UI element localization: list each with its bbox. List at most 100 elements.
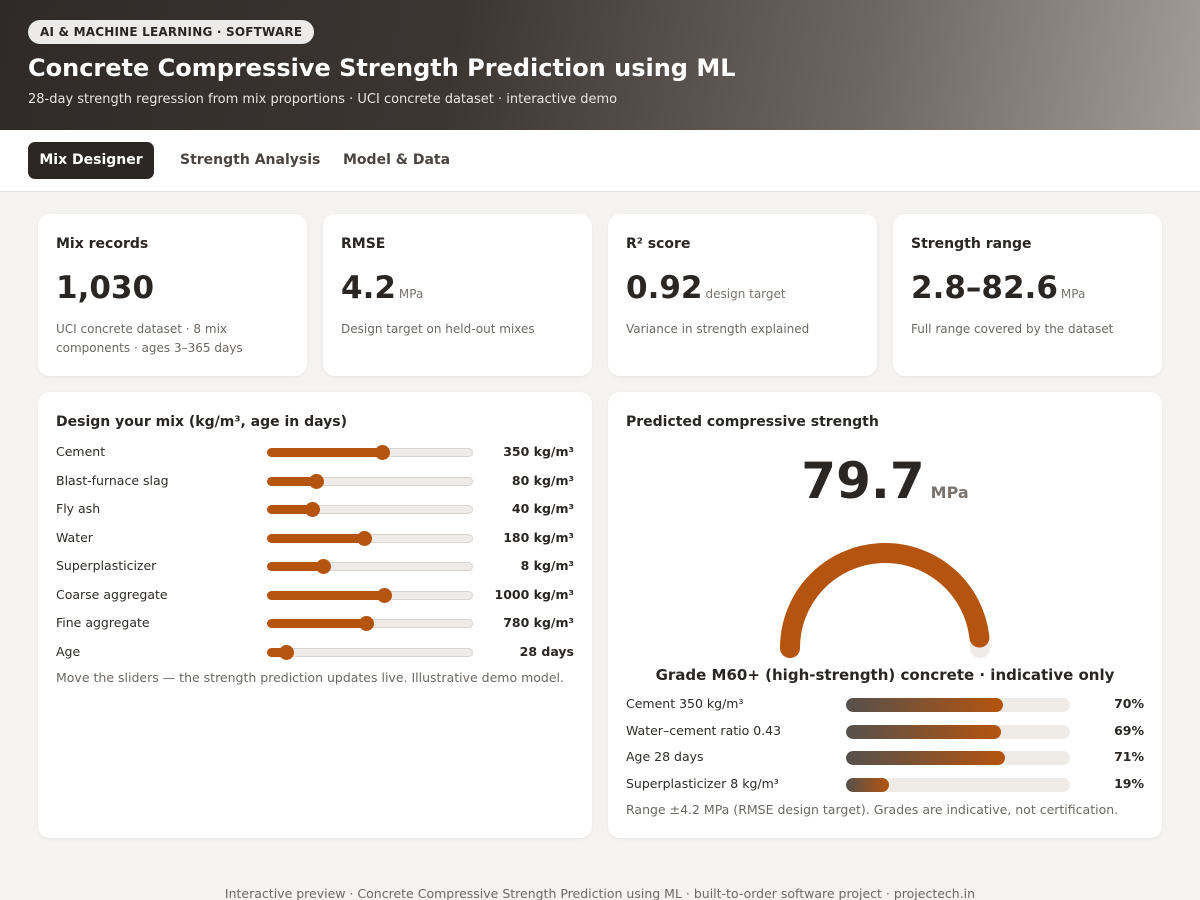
category-badge: AI & MACHINE LEARNING · SOFTWARE — [28, 20, 315, 44]
range-note: Range ±4.2 MPa (RMSE design target). Gra… — [626, 802, 1119, 817]
slider-handle[interactable] — [309, 473, 325, 489]
factor-bar-track — [846, 698, 1070, 712]
slider-fill — [267, 562, 324, 571]
stat-value-row: 1,030 — [56, 270, 154, 306]
factor-label: Superplasticizer 8 kg/m³ — [626, 775, 779, 791]
factor-row: Water–cement ratio 0.43 69% — [626, 721, 1144, 741]
slider-label: Fly ash — [56, 501, 101, 516]
slider-row: Age 28 days — [56, 642, 574, 662]
slider-track[interactable] — [267, 445, 473, 460]
mix-designer-panel: Design your mix (kg/m³, age in days) Cem… — [38, 392, 592, 838]
slider-fill — [267, 619, 367, 628]
slider-fill — [267, 647, 287, 657]
slider-fill — [267, 505, 314, 514]
factor-bar-track — [846, 777, 1070, 792]
tab-mix-designer[interactable]: Mix Designer — [28, 142, 154, 179]
grade-label: Grade M60+ (high-strength) concrete · in… — [655, 666, 1115, 684]
factor-label: Age 28 days — [626, 749, 704, 764]
predicted-value: 79.7 — [801, 452, 925, 510]
slider-handle[interactable] — [278, 644, 294, 660]
factor-bar-fill — [846, 724, 1001, 739]
page-footer: Interactive preview · Concrete Compressi… — [224, 886, 976, 900]
factor-label: Water–cement ratio 0.43 — [626, 722, 782, 738]
slider-row: Coarse aggregate 1000 kg/m³ — [56, 585, 574, 605]
slider-fill — [267, 476, 318, 486]
stat-label: Strength range — [911, 236, 1032, 252]
slider-row: Water 180 kg/m³ — [56, 528, 574, 548]
slider-handle[interactable] — [315, 559, 331, 574]
slider-handle[interactable] — [377, 587, 393, 603]
slider-handle[interactable] — [356, 530, 372, 546]
stat-note: Design target on held-out mixes — [341, 322, 535, 336]
tab-model-data[interactable]: Model & Data — [343, 152, 451, 168]
stat-value: 4.2 — [341, 270, 396, 306]
slider-label: Superplasticizer — [56, 558, 157, 573]
stat-card-strength-range: Strength range 2.8–82.6 MPa Full range co… — [893, 214, 1162, 376]
prediction-title: Predicted compressive strength — [626, 414, 879, 430]
stat-value-row: 4.2 MPa — [341, 270, 423, 306]
factor-row: Cement 350 kg/m³ 70% — [626, 694, 1144, 714]
slider-handle[interactable] — [358, 616, 374, 631]
factor-percent: 71% — [1114, 749, 1144, 764]
slider-value: 28 days — [519, 643, 574, 659]
factor-bar-fill — [846, 698, 1003, 712]
slider-handle[interactable] — [305, 502, 321, 517]
slider-row: Cement 350 kg/m³ — [56, 442, 574, 462]
factor-row: Superplasticizer 8 kg/m³ 19% — [626, 774, 1144, 794]
slider-row: Blast-furnace slag 80 kg/m³ — [56, 471, 574, 491]
slider-handle[interactable] — [375, 445, 391, 460]
stat-card-mix-records: Mix records 1,030 UCI concrete dataset ·… — [38, 214, 307, 376]
stat-card-r2: R² score 0.92 design target Variance in s… — [608, 214, 877, 376]
prediction-panel: Predicted compressive strength 79.7 MPa G… — [608, 392, 1162, 838]
slider-track[interactable] — [267, 616, 473, 631]
factor-bar-fill — [846, 751, 1006, 765]
stat-label: R² score — [626, 236, 691, 252]
stat-note: UCI concrete dataset · 8 mix components … — [56, 322, 243, 355]
factor-bar-track — [846, 751, 1070, 765]
slider-fill — [267, 533, 365, 543]
slider-value: 350 kg/m³ — [503, 444, 574, 459]
slider-label: Age — [56, 643, 81, 659]
slider-label: Blast-furnace slag — [56, 472, 169, 488]
stat-label: Mix records — [56, 236, 149, 252]
slider-track[interactable] — [267, 530, 473, 546]
slider-value: 80 kg/m³ — [511, 472, 574, 488]
tab-strength-analysis[interactable]: Strength Analysis — [180, 152, 321, 168]
slider-value: 40 kg/m³ — [511, 501, 574, 516]
factor-percent: 70% — [1114, 696, 1144, 711]
page-title: Concrete Compressive Strength Prediction… — [28, 54, 736, 82]
factor-bar-fill — [846, 777, 889, 792]
slider-row: Superplasticizer 8 kg/m³ — [56, 556, 574, 576]
strength-gauge — [780, 543, 990, 658]
slider-track[interactable] — [267, 644, 473, 660]
slider-value: 8 kg/m³ — [520, 558, 574, 573]
factor-row: Age 28 days 71% — [626, 747, 1144, 767]
stat-unit: MPa — [1060, 287, 1086, 301]
factor-percent: 69% — [1114, 722, 1144, 738]
slider-fill — [267, 590, 386, 600]
slider-track[interactable] — [267, 473, 473, 489]
slider-fill — [267, 448, 384, 457]
slider-track[interactable] — [267, 559, 473, 574]
tab-bar: Mix Designer Strength Analysis Model & D… — [0, 130, 1200, 192]
slider-track[interactable] — [267, 502, 473, 517]
stat-value: 0.92 — [626, 270, 703, 306]
factor-percent: 19% — [1114, 775, 1144, 791]
stat-value-row: 0.92 design target — [626, 270, 786, 306]
stat-unit: design target — [705, 287, 786, 301]
gauge-fill — [780, 543, 990, 658]
stat-label: RMSE — [341, 236, 386, 252]
slider-track[interactable] — [267, 587, 473, 603]
page-subtitle: 28-day strength regression from mix prop… — [28, 92, 618, 107]
stat-card-rmse: RMSE 4.2 MPa Design target on held-out mi… — [323, 214, 592, 376]
hero-banner: AI & MACHINE LEARNING · SOFTWARE Concret… — [0, 0, 1200, 130]
factor-bar-track — [846, 724, 1070, 739]
stat-note: Variance in strength explained — [626, 322, 810, 336]
slider-value: 180 kg/m³ — [503, 529, 574, 545]
slider-value: 780 kg/m³ — [503, 615, 574, 630]
stat-unit: MPa — [398, 287, 424, 301]
predicted-strength: 79.7 MPa — [608, 452, 1162, 510]
mix-designer-title: Design your mix (kg/m³, age in days) — [56, 414, 348, 430]
slider-value: 1000 kg/m³ — [494, 586, 574, 602]
slider-label: Cement — [56, 444, 106, 459]
